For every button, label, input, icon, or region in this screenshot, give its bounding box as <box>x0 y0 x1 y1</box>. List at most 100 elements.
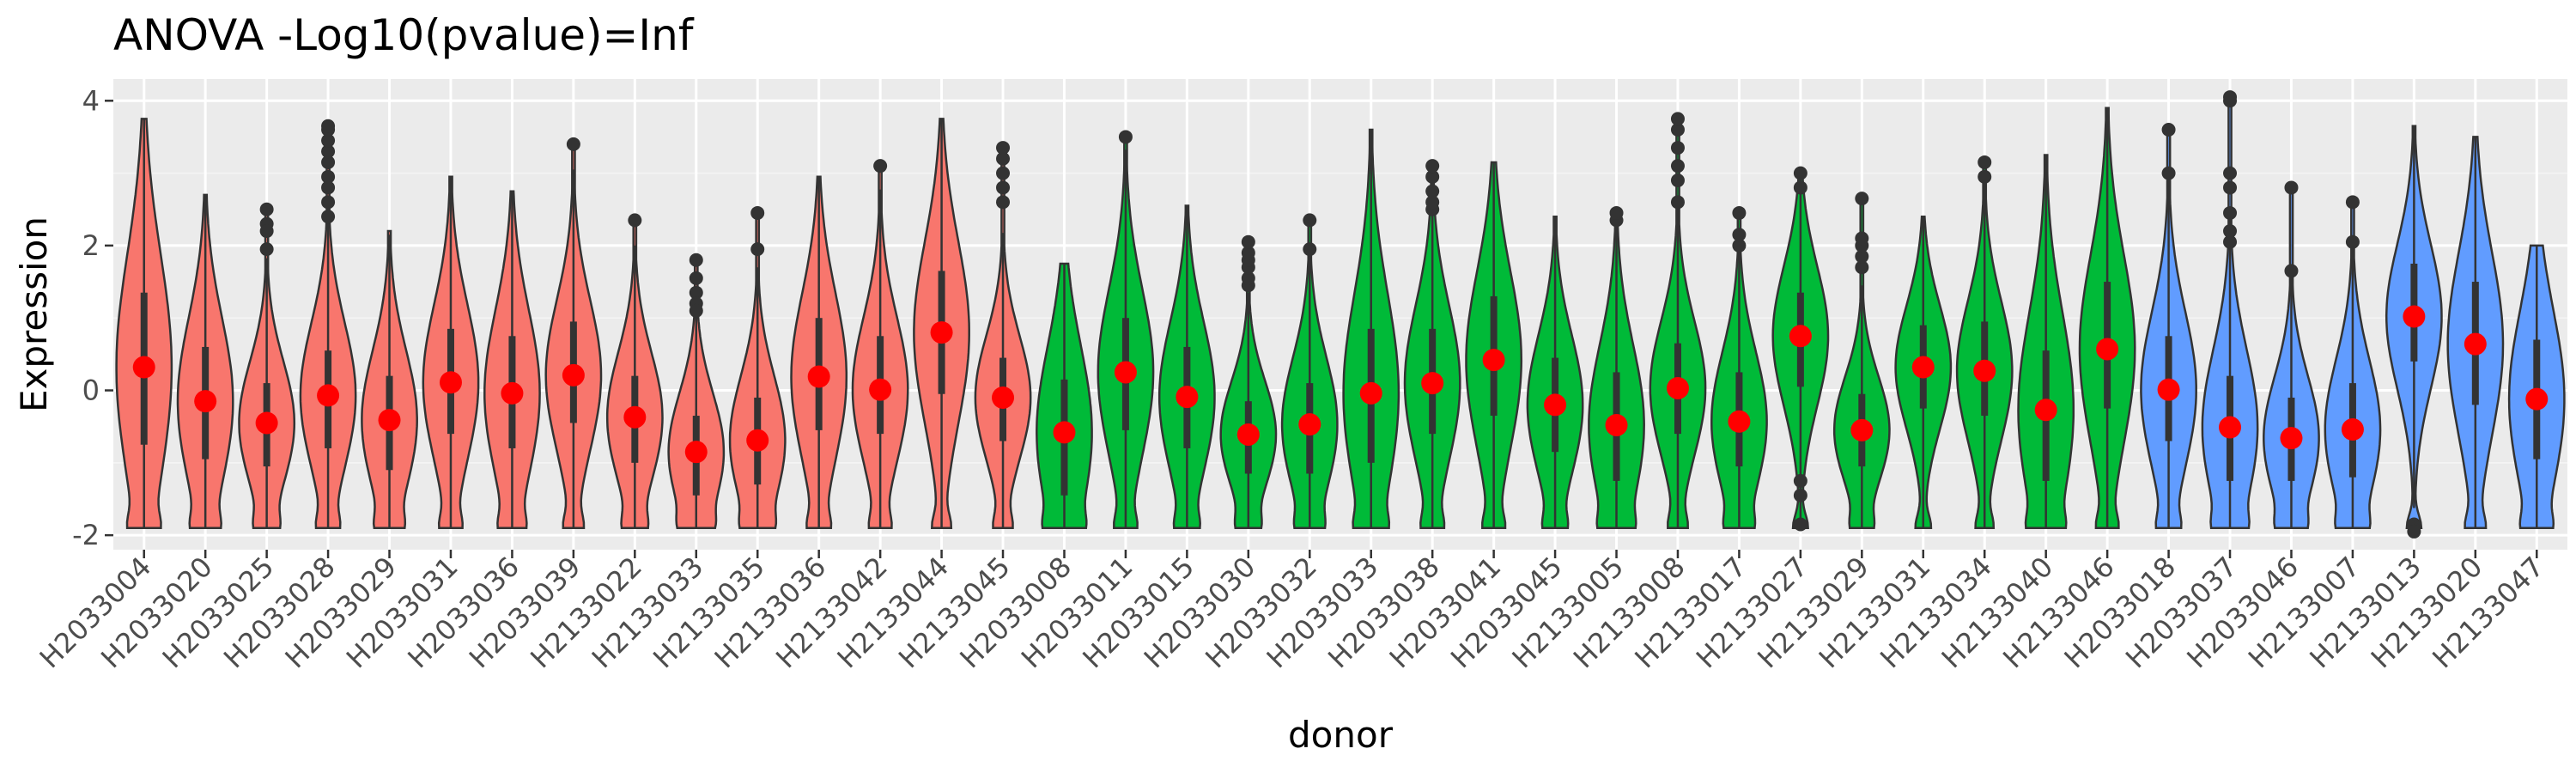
violin-H2133008 <box>1649 112 1707 529</box>
outlier-point <box>1670 173 1685 188</box>
mean-point <box>930 321 953 344</box>
outlier-point <box>750 242 765 257</box>
violin-H2033020 <box>176 193 234 529</box>
violin-H2033045 <box>1526 215 1584 529</box>
x-axis-title: donor <box>1288 714 1394 756</box>
violin-H2133022 <box>605 213 664 529</box>
mean-point <box>2403 305 2426 328</box>
mean-point <box>1176 386 1199 409</box>
mean-point <box>194 390 217 413</box>
outlier-point <box>321 169 336 184</box>
outlier-point <box>2223 205 2238 220</box>
violin-H2033032 <box>1280 213 1339 529</box>
outlier-point <box>689 285 703 300</box>
outlier-point <box>996 166 1011 180</box>
outlier-point <box>321 155 336 169</box>
y-tick-label: -2 <box>72 519 100 551</box>
violin-H2133017 <box>1710 205 1768 529</box>
outlier-point <box>1978 155 1992 169</box>
mean-point <box>1236 423 1260 446</box>
outlier-point <box>689 253 703 267</box>
mean-point <box>2464 332 2487 356</box>
outlier-point <box>1978 169 1992 184</box>
outlier-point <box>996 141 1011 155</box>
violin-H2133007 <box>2324 195 2382 529</box>
violin-H2133027 <box>1771 166 1830 532</box>
outlier-point <box>1425 159 1440 173</box>
mean-point <box>1973 359 1996 382</box>
mean-point <box>684 441 708 464</box>
outlier-point <box>1670 195 1685 210</box>
outlier-point <box>1609 205 1624 220</box>
violin-H2133035 <box>728 205 787 529</box>
outlier-point <box>1425 169 1440 184</box>
outlier-point <box>2161 166 2176 180</box>
outlier-point <box>1793 517 1807 532</box>
outlier-point <box>1732 238 1747 253</box>
outlier-point <box>996 151 1011 166</box>
mean-point <box>807 365 830 388</box>
outlier-point <box>1303 213 1317 228</box>
y-axis: -2 0 2 4 <box>72 84 113 551</box>
mean-point <box>2525 387 2549 411</box>
x-axis: H2033004H2033020H2033025H2033028H2033029… <box>33 550 2550 674</box>
mean-point <box>2280 427 2303 450</box>
outlier-point <box>996 180 1011 195</box>
mean-point <box>317 384 340 407</box>
violin-H2133013 <box>2385 125 2443 539</box>
outlier-point <box>1303 242 1317 257</box>
outlier-point <box>2345 234 2360 249</box>
mean-point <box>1421 372 1444 395</box>
outlier-point <box>2161 123 2176 137</box>
outlier-point <box>689 303 703 318</box>
mean-point <box>1911 356 1935 379</box>
y-tick-label: 4 <box>82 84 100 117</box>
outlier-point <box>1793 488 1807 502</box>
outlier-point <box>1241 246 1255 260</box>
outlier-point <box>2223 166 2238 180</box>
outlier-point <box>321 119 336 133</box>
outlier-point <box>873 159 888 173</box>
outlier-point <box>1855 260 1869 275</box>
outlier-point <box>628 213 642 228</box>
violin-H2033041 <box>1465 161 1523 529</box>
violin-H2033033 <box>1342 128 1400 529</box>
violin-H2133033 <box>667 253 726 529</box>
outlier-point <box>1670 123 1685 137</box>
mean-point <box>2157 378 2180 401</box>
violin-H2033029 <box>361 229 418 529</box>
outlier-point <box>321 195 336 210</box>
violin-H2133047 <box>2507 244 2566 529</box>
outlier-point <box>321 210 336 224</box>
outlier-point <box>321 133 336 148</box>
outlier-point <box>1241 234 1255 249</box>
mean-point <box>439 371 462 394</box>
mean-point <box>1544 393 1567 417</box>
outlier-point <box>750 205 765 220</box>
outlier-point <box>1793 166 1807 180</box>
mean-point <box>562 363 585 386</box>
violin-H2033025 <box>238 202 296 529</box>
y-tick-label: 0 <box>82 374 100 407</box>
violin-H2033036 <box>483 190 541 529</box>
mean-point <box>2219 416 2242 439</box>
mean-point <box>132 356 155 379</box>
violin-H2033039 <box>544 137 603 529</box>
mean-point <box>1359 381 1382 405</box>
outlier-point <box>1855 231 1869 246</box>
violin-H2133005 <box>1588 205 1645 529</box>
plot-panel <box>113 79 2567 550</box>
outlier-point <box>2284 264 2299 278</box>
outlier-point <box>1732 205 1747 220</box>
outlier-point <box>2407 524 2421 539</box>
mean-point <box>1728 410 1751 433</box>
mean-point <box>1605 413 1628 436</box>
outlier-point <box>1118 130 1133 144</box>
outlier-point <box>321 180 336 195</box>
violin-H2033028 <box>299 119 357 529</box>
outlier-point <box>1732 228 1747 242</box>
outlier-point <box>1670 159 1685 173</box>
outlier-point <box>259 224 274 239</box>
violin-H2133020 <box>2446 136 2505 529</box>
violin-H2133044 <box>913 118 970 529</box>
